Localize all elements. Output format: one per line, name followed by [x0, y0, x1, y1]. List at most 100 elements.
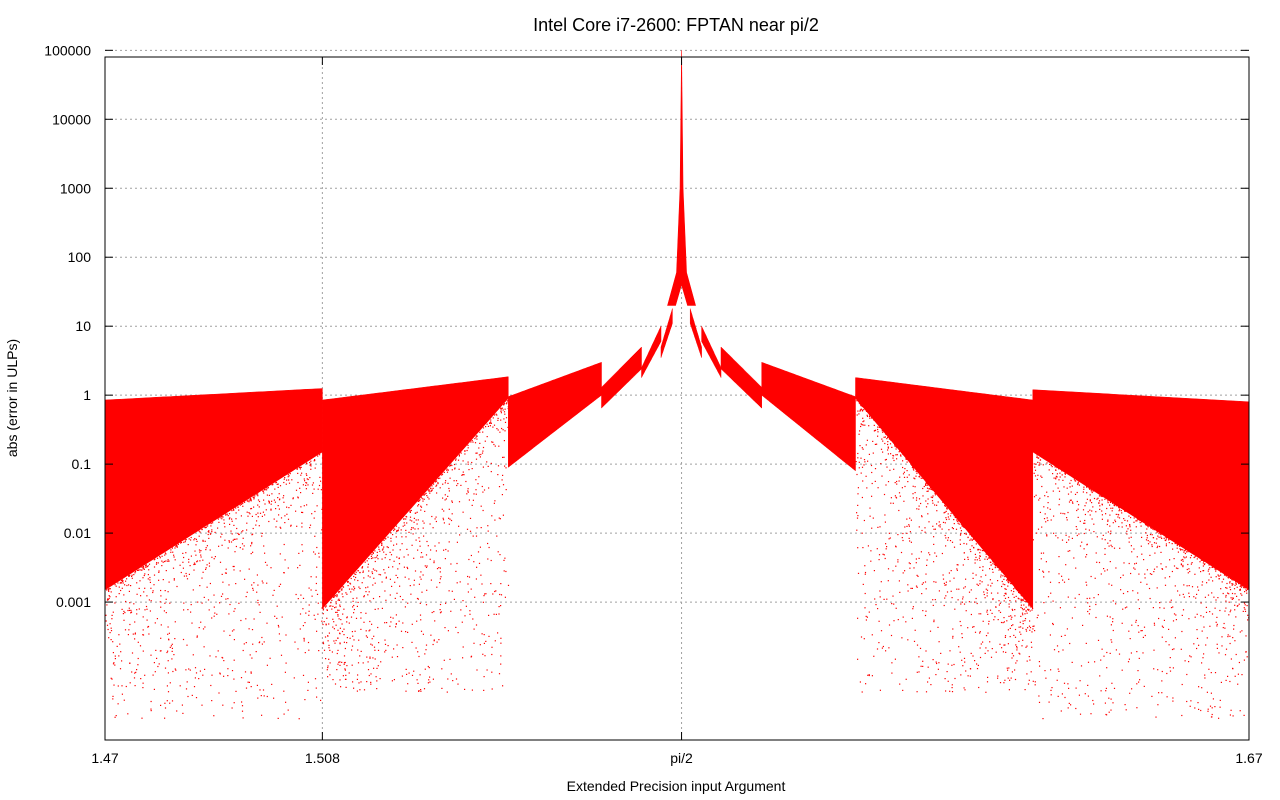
- error-point: [503, 404, 505, 406]
- error-point: [198, 627, 200, 629]
- error-point: [1208, 564, 1210, 566]
- error-point: [965, 610, 967, 612]
- error-point: [1244, 610, 1247, 612]
- error-point: [143, 574, 145, 577]
- error-point: [1128, 658, 1130, 660]
- error-point: [972, 626, 974, 628]
- error-point: [908, 524, 910, 526]
- error-point: [495, 413, 497, 415]
- error-point: [906, 470, 908, 472]
- error-point: [317, 488, 319, 490]
- error-point: [343, 634, 345, 636]
- error-point: [257, 599, 259, 601]
- error-point: [1172, 697, 1174, 699]
- error-point: [343, 663, 345, 665]
- error-point: [402, 525, 404, 527]
- error-point: [1234, 675, 1236, 677]
- error-point: [906, 525, 908, 527]
- error-point: [861, 424, 863, 426]
- error-point: [237, 532, 239, 534]
- error-point: [336, 669, 338, 671]
- error-point: [433, 611, 435, 613]
- error-point: [1014, 628, 1017, 631]
- error-point: [165, 612, 167, 614]
- error-point: [300, 492, 302, 494]
- error-point: [106, 624, 109, 626]
- error-point: [1016, 590, 1018, 592]
- error-point: [987, 584, 989, 586]
- error-point: [1046, 462, 1048, 464]
- error-point: [1158, 617, 1160, 620]
- error-point: [387, 536, 389, 538]
- error-point: [318, 484, 321, 487]
- error-point: [973, 547, 975, 549]
- error-point: [1133, 517, 1135, 519]
- error-point: [1155, 716, 1157, 718]
- error-point: [369, 576, 371, 578]
- error-point: [134, 685, 136, 687]
- error-point: [1012, 609, 1014, 611]
- error-point: [348, 588, 351, 590]
- error-point: [264, 561, 267, 563]
- error-point: [119, 668, 122, 670]
- error-point: [300, 594, 302, 596]
- error-point: [239, 504, 241, 506]
- error-point: [1232, 597, 1234, 599]
- error-point: [244, 501, 246, 503]
- error-point: [373, 577, 375, 579]
- error-point: [1127, 591, 1129, 593]
- error-point: [396, 529, 398, 532]
- error-point: [889, 537, 891, 539]
- error-point: [1149, 597, 1151, 600]
- error-point: [310, 576, 312, 578]
- error-point: [130, 585, 132, 587]
- error-point: [238, 602, 240, 604]
- error-point: [1008, 689, 1010, 691]
- error-point: [1143, 685, 1145, 687]
- error-point: [243, 545, 245, 547]
- error-point: [124, 612, 126, 614]
- error-point: [1245, 590, 1248, 592]
- error-point: [1029, 629, 1031, 631]
- error-point: [1161, 680, 1163, 682]
- error-point: [861, 410, 864, 412]
- error-point: [1008, 581, 1010, 583]
- error-point: [402, 622, 404, 624]
- error-point: [305, 482, 307, 484]
- error-band-segment: [689, 308, 702, 358]
- error-point: [926, 559, 928, 561]
- error-point: [381, 558, 383, 560]
- error-point: [179, 564, 181, 566]
- error-point: [194, 677, 196, 679]
- error-point: [1155, 542, 1157, 544]
- error-point: [383, 569, 385, 571]
- error-point: [396, 530, 398, 533]
- error-point: [488, 546, 490, 549]
- error-point: [1007, 596, 1010, 599]
- error-point: [192, 654, 194, 656]
- error-point: [1011, 652, 1013, 655]
- error-point: [350, 616, 353, 618]
- error-point: [106, 599, 109, 601]
- error-point: [1010, 618, 1012, 620]
- error-point: [251, 584, 253, 586]
- error-point: [1010, 582, 1012, 585]
- error-point: [417, 598, 419, 600]
- error-point: [1037, 474, 1039, 476]
- error-point: [160, 650, 162, 652]
- error-point: [109, 596, 111, 598]
- error-point: [978, 686, 980, 689]
- error-point: [1083, 488, 1085, 490]
- error-point: [136, 609, 138, 611]
- error-point: [344, 678, 347, 680]
- error-point: [1150, 527, 1152, 529]
- error-point: [1115, 513, 1117, 515]
- error-point: [1020, 633, 1022, 635]
- error-point: [957, 564, 959, 566]
- error-point: [1037, 528, 1040, 530]
- error-point: [1131, 624, 1133, 626]
- error-point: [970, 652, 972, 654]
- error-point: [926, 564, 928, 566]
- error-point: [857, 457, 859, 459]
- error-point: [948, 572, 950, 574]
